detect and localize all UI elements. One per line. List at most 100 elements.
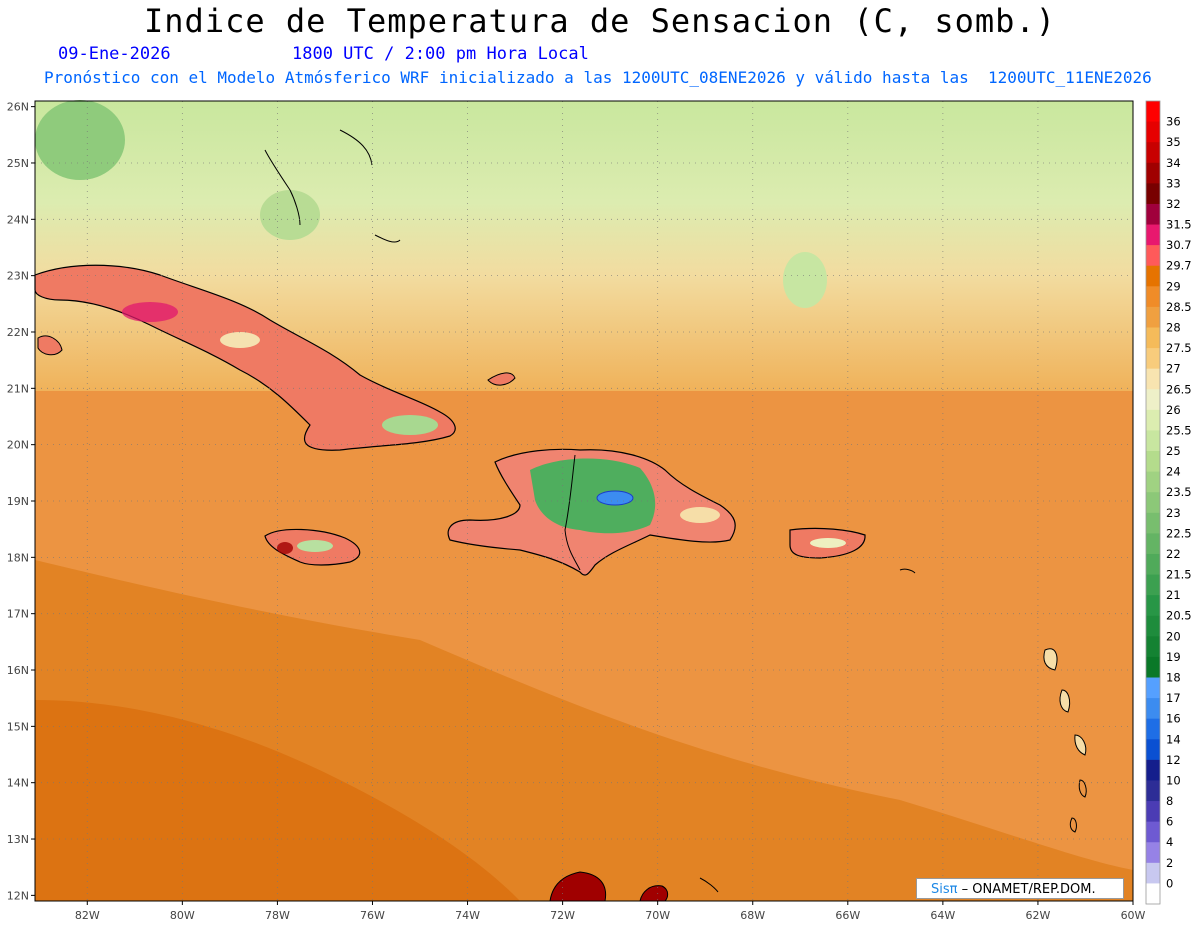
colorbar-label: 18 xyxy=(1166,671,1181,685)
puerto-rico xyxy=(789,527,866,559)
lon-label: 76W xyxy=(360,909,385,922)
venezuela-dark-patch xyxy=(549,871,607,902)
colorbar-label: 35 xyxy=(1166,135,1181,149)
colorbar-swatch xyxy=(1146,512,1160,534)
lon-label: 74W xyxy=(455,909,480,922)
colorbar-swatch xyxy=(1146,677,1160,699)
colorbar-swatch xyxy=(1146,409,1160,431)
jamaica-green xyxy=(297,540,333,552)
hispaniola xyxy=(447,448,736,576)
colorbar-label: 20.5 xyxy=(1166,609,1192,623)
colorbar-swatch xyxy=(1146,862,1160,884)
colorbar-label: 24 xyxy=(1166,465,1181,479)
colorbar-swatch xyxy=(1146,636,1160,658)
lat-label: 21N xyxy=(7,382,29,395)
map-title: Indice de Temperatura de Sensacion (C, s… xyxy=(144,2,1056,40)
colorbar-swatch xyxy=(1146,698,1160,720)
colorbar-label: 29.7 xyxy=(1166,259,1192,273)
colorbar-swatch xyxy=(1146,574,1160,596)
forecast-date: 09-Ene-2026 xyxy=(58,44,171,64)
lat-label: 22N xyxy=(7,326,29,339)
florida-green xyxy=(35,100,125,180)
lat-label: 15N xyxy=(7,720,29,733)
cuba-west-tip xyxy=(37,335,63,356)
lon-label: 82W xyxy=(75,909,100,922)
colorbar-label: 8 xyxy=(1166,794,1173,808)
credit-box: Sisπ – ONAMET/REP.DOM. xyxy=(916,878,1124,899)
colorbar-swatch xyxy=(1146,533,1160,555)
colorbar-swatch xyxy=(1146,348,1160,370)
colorbar-swatch xyxy=(1146,203,1160,226)
colorbar-swatch xyxy=(1146,842,1160,864)
colorbar-swatch xyxy=(1146,821,1160,843)
colorbar-label: 28.5 xyxy=(1166,300,1192,314)
colorbar-swatch xyxy=(1146,245,1160,267)
lat-label: 18N xyxy=(7,551,29,564)
colorbar-label: 16 xyxy=(1166,712,1181,726)
cuba-green xyxy=(382,415,438,435)
colorbar-label: 36 xyxy=(1166,115,1181,129)
lat-label: 20N xyxy=(7,439,29,452)
model-init-text: Pronóstico con el Modelo Atmósferico WRF… xyxy=(44,68,1152,87)
colorbar-swatch xyxy=(1146,306,1160,328)
lon-label: 68W xyxy=(740,909,765,922)
colorbar-label: 23.5 xyxy=(1166,485,1192,499)
colorbar-frame xyxy=(1145,100,1161,905)
cuba xyxy=(34,264,456,451)
colorbar-swatch xyxy=(1146,224,1160,246)
colorbar-label: 14 xyxy=(1166,732,1181,746)
cuba-pale xyxy=(220,332,260,348)
colorbar-swatch xyxy=(1146,101,1160,123)
venezuela-dark-patch-2 xyxy=(639,885,669,902)
colorbar-label: 10 xyxy=(1166,773,1181,787)
colorbar-swatch xyxy=(1146,780,1160,802)
southwest-dark xyxy=(35,700,520,901)
colorbar-swatch xyxy=(1146,801,1160,823)
colorbar-label: 17 xyxy=(1166,691,1181,705)
colorbar-swatch xyxy=(1146,883,1160,905)
colorbar-label: 4 xyxy=(1166,835,1173,849)
colorbar-swatch xyxy=(1146,615,1160,637)
jamaica-dark xyxy=(277,542,293,554)
colorbar-label: 26.5 xyxy=(1166,382,1192,396)
colorbar-swatch xyxy=(1146,183,1160,205)
colorbar-label: 31.5 xyxy=(1166,218,1192,232)
colorbar-label: 22 xyxy=(1166,547,1181,561)
colorbar-label: 0 xyxy=(1166,876,1173,890)
colorbar-swatch xyxy=(1146,162,1160,184)
bahamas-green xyxy=(260,190,320,240)
colorbar-swatch xyxy=(1146,759,1160,781)
latitude-labels: 26N 25N 24N 23N 22N 21N 20N 19N 18N 17N 16N 15N 14N 1… xyxy=(7,101,35,902)
south-america-coast xyxy=(549,871,669,902)
colorbar-swatch xyxy=(1146,430,1160,452)
hispaniola-green xyxy=(530,458,656,534)
colorbar-label: 27 xyxy=(1166,362,1181,376)
lon-label: 60W xyxy=(1121,909,1146,922)
hispaniola-pale xyxy=(680,507,720,523)
lat-label: 25N xyxy=(7,157,29,170)
colorbar-swatch xyxy=(1146,368,1160,390)
colorbar-label: 25 xyxy=(1166,444,1181,458)
colorbar-label: 27.5 xyxy=(1166,341,1192,355)
colorbar-label: 28 xyxy=(1166,320,1181,334)
colorbar-label: 2 xyxy=(1166,856,1173,870)
colorbar-swatch xyxy=(1146,142,1160,164)
lat-label: 19N xyxy=(7,495,29,508)
lat-label: 24N xyxy=(7,213,29,226)
colorbar-label: 34 xyxy=(1166,156,1181,170)
colorbar-label: 12 xyxy=(1166,753,1181,767)
lon-label: 62W xyxy=(1025,909,1050,922)
lon-label: 80W xyxy=(170,909,195,922)
colorbar-label: 26 xyxy=(1166,403,1181,417)
colorbar-label: 32 xyxy=(1166,197,1181,211)
colorbar-swatch xyxy=(1146,121,1160,143)
lon-label: 64W xyxy=(930,909,955,922)
puerto-rico-pale xyxy=(810,538,846,548)
lon-label: 66W xyxy=(835,909,860,922)
colorbar-swatch xyxy=(1146,451,1160,473)
lon-label: 72W xyxy=(550,909,575,922)
colorbar: 363534333231.530.729.72928.52827.52726.5… xyxy=(1145,100,1192,905)
colorbar-swatch xyxy=(1146,471,1160,493)
colorbar-swatch xyxy=(1146,595,1160,617)
